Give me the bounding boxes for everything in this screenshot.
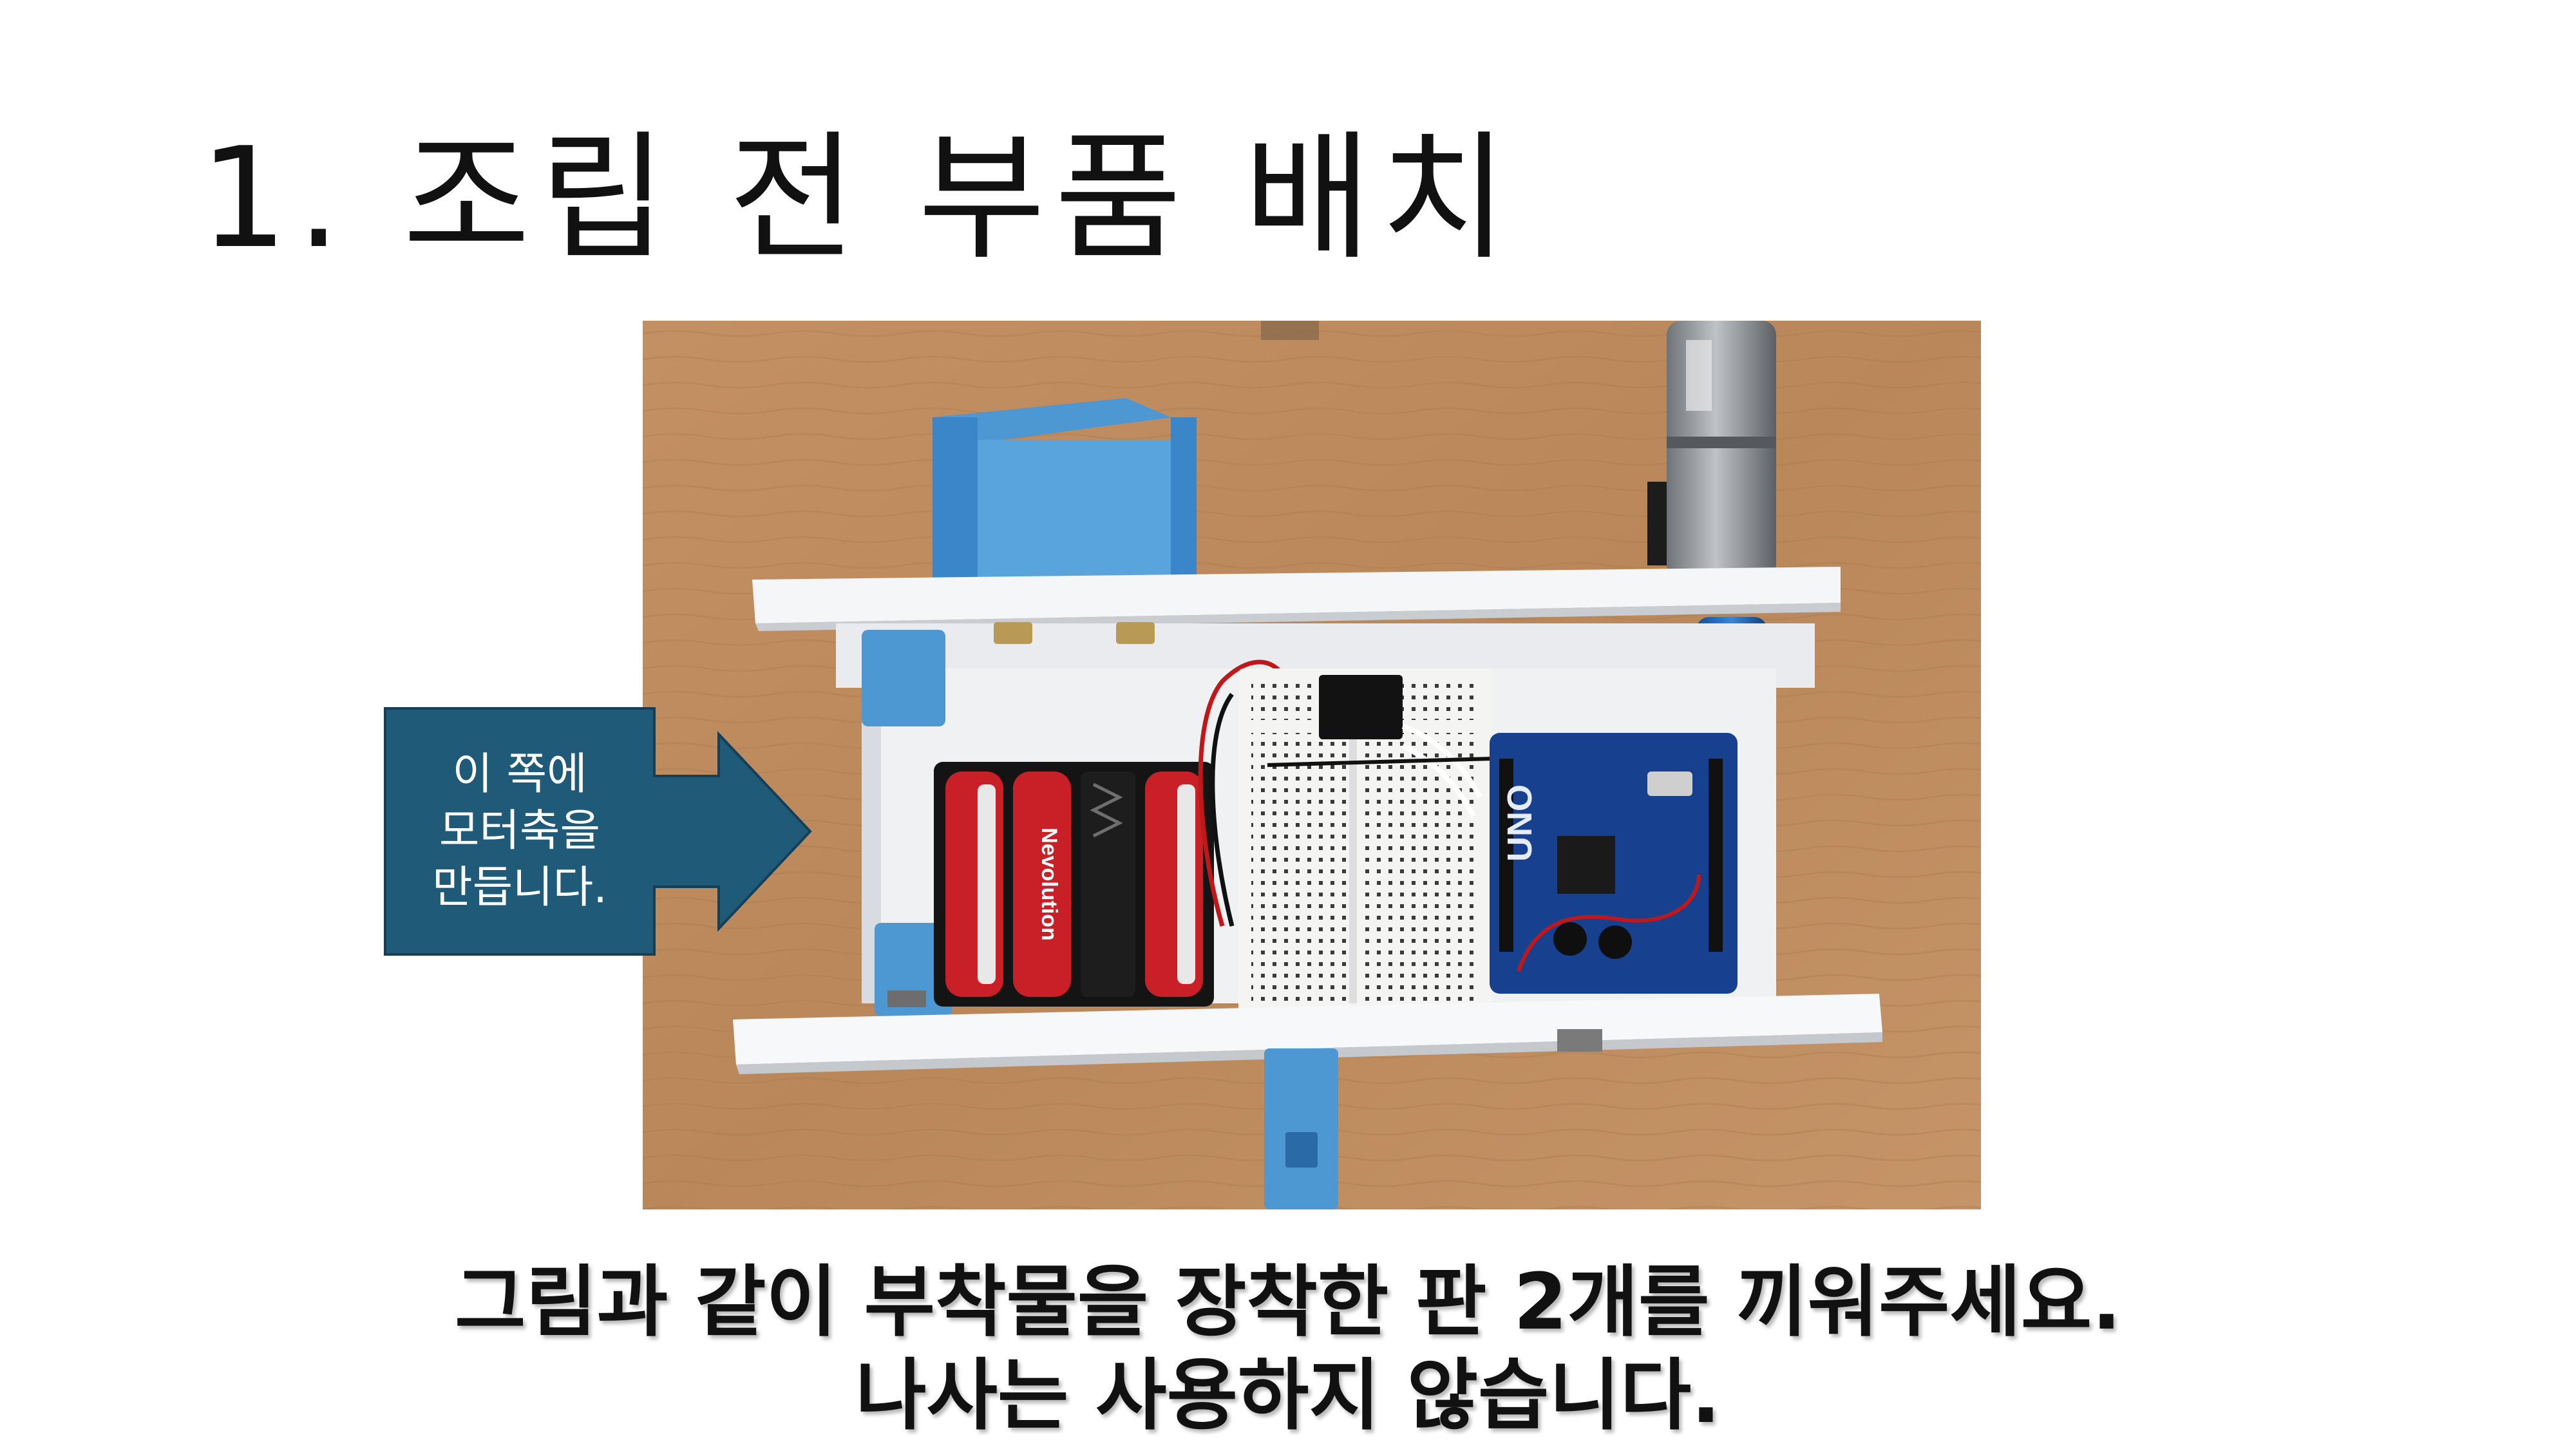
blue-block-upper (862, 630, 945, 726)
assembly-photo: Nevolution (643, 321, 1981, 1209)
battery-2: Nevolution (1013, 772, 1071, 997)
callout-arrow-shape (384, 707, 812, 956)
callout-line-1: 이 쪽에 (452, 749, 587, 800)
blue-clip-bottom (1264, 1048, 1338, 1209)
battery-3 (1145, 772, 1203, 997)
caption: 그림과 같이 부착물을 장착한 판 2개를 끼워주세요. 나사는 사용하지 않습… (0, 1256, 2576, 1443)
battery-1 (945, 772, 1003, 997)
caption-line-2: 나사는 사용하지 않습니다. (855, 1351, 1721, 1441)
blue-bracket-top (933, 398, 1197, 591)
battery-holder: Nevolution (934, 762, 1214, 1007)
slide-title: 1. 조립 전 부품 배치 (200, 117, 1517, 279)
assembly-photo-illustration: Nevolution (643, 321, 1981, 1209)
back-plate (752, 567, 1841, 688)
battery-brand-label: Nevolution (1037, 828, 1061, 941)
callout-line-3: 만듭니다. (432, 862, 607, 913)
callout-line-2: 모터축을 (439, 806, 601, 857)
caption-line-1: 그림과 같이 부착물을 장착한 판 2개를 끼워주세요. (455, 1258, 2121, 1347)
callout-text: 이 쪽에 모터축을 만듭니다. (385, 708, 654, 954)
board-model-label: UNO (1501, 784, 1539, 862)
motor-driver-module (1319, 675, 1403, 739)
arduino-uno-board: UNO (1490, 733, 1738, 994)
breadboard (1238, 668, 1493, 1013)
callout-arrow-box: 이 쪽에 모터축을 만듭니다. (384, 707, 812, 956)
battery-slot-empty (1081, 772, 1135, 997)
